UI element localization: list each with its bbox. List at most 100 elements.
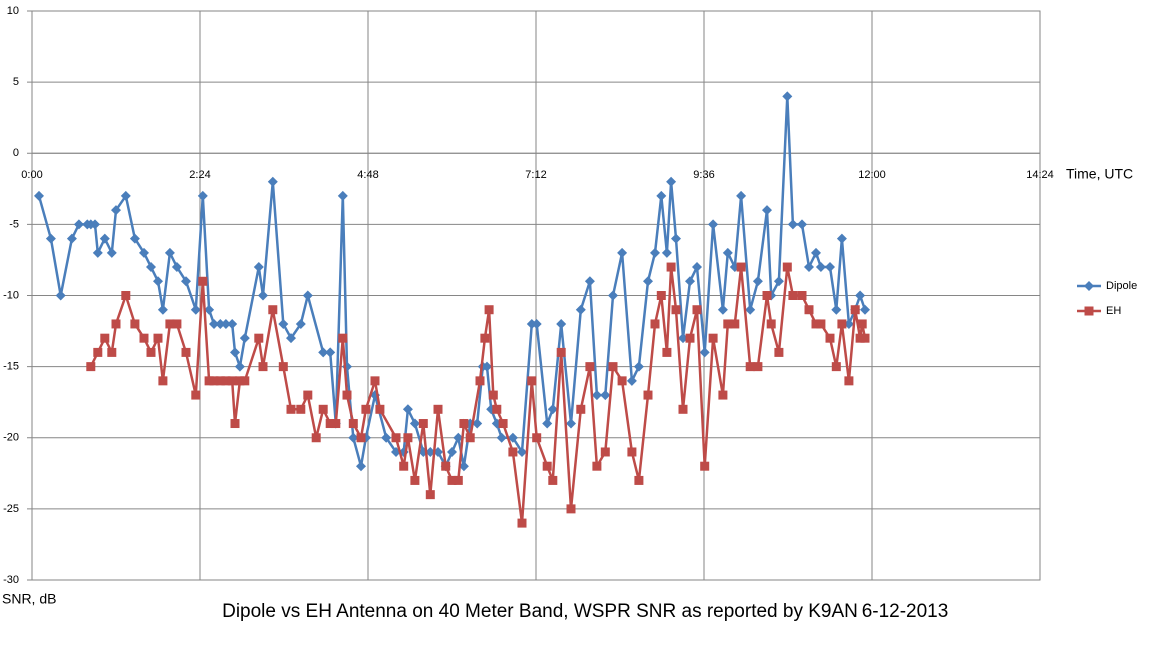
marker	[100, 333, 110, 343]
y-tick-label: -25	[3, 503, 19, 515]
marker	[34, 190, 44, 201]
marker	[484, 305, 494, 315]
marker	[548, 475, 558, 485]
marker	[666, 176, 677, 187]
marker	[600, 390, 611, 401]
marker	[692, 262, 702, 273]
marker	[204, 304, 215, 315]
marker	[153, 333, 163, 343]
marker	[532, 433, 542, 443]
marker	[66, 233, 77, 244]
y-tick-label: -15	[3, 361, 19, 373]
marker	[488, 390, 498, 400]
marker	[348, 419, 358, 429]
marker	[507, 432, 518, 443]
marker	[517, 446, 527, 457]
marker	[661, 247, 672, 258]
y-tick-label: -5	[9, 218, 19, 230]
marker	[381, 432, 392, 443]
marker	[600, 447, 610, 457]
marker	[608, 362, 618, 372]
marker	[230, 347, 240, 358]
marker	[361, 404, 371, 414]
marker	[139, 247, 149, 258]
marker	[626, 375, 637, 386]
marker	[120, 190, 131, 201]
marker	[617, 247, 628, 258]
marker	[804, 262, 814, 273]
y-tick-label: 10	[7, 5, 19, 17]
x-tick-label: 7:12	[525, 169, 546, 181]
marker	[815, 262, 826, 273]
x-tick-label: 0:00	[21, 169, 42, 181]
x-tick-label: 12:00	[858, 169, 886, 181]
marker	[811, 319, 821, 329]
marker	[129, 233, 140, 244]
marker	[666, 262, 676, 272]
y-tick-label: -20	[3, 432, 19, 444]
marker	[402, 404, 413, 415]
marker	[860, 333, 870, 343]
marker	[844, 376, 854, 386]
marker	[86, 362, 96, 372]
marker	[295, 318, 306, 329]
marker	[831, 304, 842, 315]
marker	[146, 262, 156, 273]
marker	[106, 247, 117, 258]
legend-label: Dipole	[1106, 280, 1137, 292]
marker	[617, 376, 627, 386]
marker	[678, 404, 688, 414]
marker	[45, 233, 56, 244]
marker	[592, 461, 602, 471]
marker	[825, 333, 835, 343]
marker	[433, 404, 443, 414]
marker	[107, 347, 117, 357]
marker	[566, 504, 576, 514]
marker	[816, 319, 826, 329]
marker	[204, 376, 214, 386]
marker	[730, 319, 740, 329]
marker	[99, 233, 110, 244]
marker	[239, 333, 250, 344]
marker	[825, 262, 835, 273]
marker	[278, 318, 289, 329]
marker	[857, 319, 867, 329]
marker	[736, 190, 747, 201]
marker	[311, 433, 321, 443]
marker	[342, 390, 352, 400]
chart-title: Dipole vs EH Antenna on 40 Meter Band, W…	[222, 601, 858, 622]
marker	[164, 247, 175, 258]
marker	[254, 333, 264, 343]
y-tick-label: -10	[3, 289, 19, 301]
marker	[303, 390, 313, 400]
marker	[718, 390, 728, 400]
y-tick-label: -30	[3, 574, 19, 586]
marker	[215, 318, 226, 329]
marker	[774, 347, 784, 357]
marker	[547, 404, 558, 415]
legend-label: EH	[1106, 305, 1121, 317]
marker	[692, 305, 702, 315]
marker	[337, 190, 348, 201]
marker	[268, 305, 278, 315]
x-tick-label: 14:24	[1026, 169, 1054, 181]
marker	[1084, 281, 1094, 291]
marker	[773, 276, 784, 287]
marker	[278, 362, 288, 372]
marker	[235, 376, 245, 386]
marker	[585, 362, 595, 372]
marker	[267, 176, 278, 187]
marker	[575, 304, 586, 315]
marker	[453, 432, 464, 443]
marker	[556, 347, 566, 357]
marker	[671, 305, 681, 315]
marker	[121, 291, 131, 300]
marker	[172, 319, 182, 329]
marker	[480, 333, 490, 343]
marker	[797, 219, 807, 230]
marker	[717, 304, 728, 315]
marker	[209, 376, 219, 386]
marker	[139, 333, 149, 343]
marker	[230, 419, 240, 429]
